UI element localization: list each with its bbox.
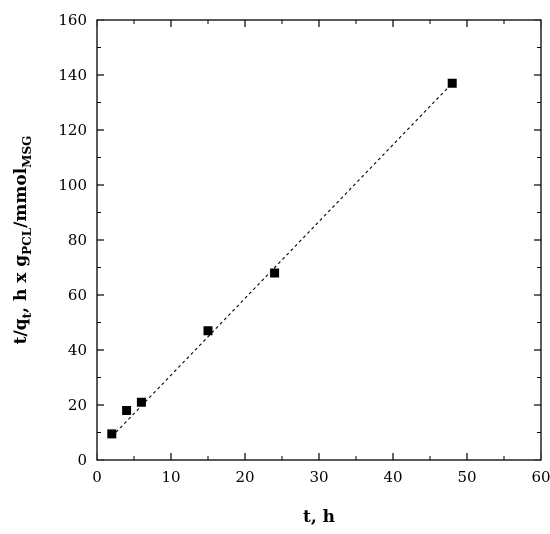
data-point bbox=[270, 268, 280, 278]
linear-fit-line bbox=[111, 82, 453, 438]
y-axis-title-part: , h x g bbox=[11, 255, 31, 313]
y-tick-label: 140 bbox=[58, 66, 87, 84]
x-tick-label: 50 bbox=[457, 468, 476, 486]
data-point bbox=[203, 326, 213, 336]
y-tick-label: 0 bbox=[77, 451, 87, 469]
x-tick-label: 30 bbox=[309, 468, 328, 486]
y-tick-label: 120 bbox=[58, 121, 87, 139]
y-axis-title-subscript: t bbox=[20, 312, 34, 318]
x-axis-title: t, h bbox=[303, 507, 335, 527]
y-tick-label: 20 bbox=[68, 396, 87, 414]
y-tick-labels: 0 20 40 60 80 100 120 140 160 bbox=[58, 11, 87, 469]
x-tick-label: 10 bbox=[161, 468, 180, 486]
data-points bbox=[107, 78, 457, 439]
x-tick-label: 60 bbox=[531, 468, 550, 486]
y-tick-label: 80 bbox=[68, 231, 87, 249]
x-tick-label: 40 bbox=[383, 468, 402, 486]
tick-marks bbox=[96, 19, 542, 461]
data-point bbox=[136, 397, 146, 407]
data-point bbox=[447, 78, 457, 88]
y-tick-label: 60 bbox=[68, 286, 87, 304]
x-tick-labels: 0 10 20 30 40 50 60 bbox=[92, 468, 550, 486]
y-axis-title-subscript: MSG bbox=[20, 136, 34, 168]
y-axis-title-part: t/q bbox=[11, 318, 31, 344]
data-point bbox=[122, 406, 132, 415]
y-axis-title-part: /mmol bbox=[11, 167, 31, 228]
trend-line-layer bbox=[111, 82, 453, 438]
axes bbox=[96, 19, 542, 461]
y-tick-label: 160 bbox=[58, 11, 87, 29]
x-tick-label: 20 bbox=[235, 468, 254, 486]
x-tick-label: 0 bbox=[92, 468, 102, 486]
y-axis-title: t/qt, h x gPCL/mmolMSG bbox=[11, 136, 34, 345]
plot-frame bbox=[96, 19, 542, 461]
y-tick-label: 40 bbox=[68, 341, 87, 359]
y-tick-label: 100 bbox=[58, 176, 87, 194]
data-point bbox=[107, 429, 117, 439]
y-axis-title-subscript: PCL bbox=[20, 227, 34, 255]
